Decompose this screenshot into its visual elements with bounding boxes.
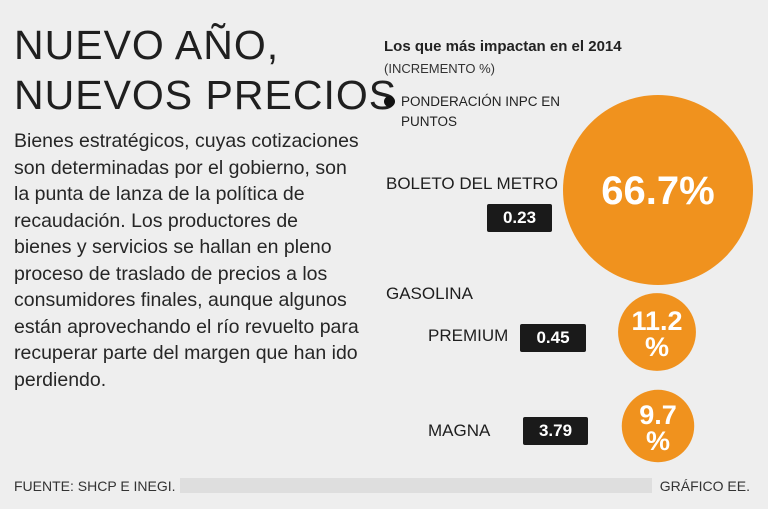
graphic-credit: GRÁFICO EE. [659, 478, 750, 494]
body-paragraph: Bienes estratégicos, cuyas cotizaciones … [14, 130, 359, 391]
legend: PONDERACIÓN INPC EN PUNTOS [384, 92, 571, 132]
weight-badge-magna: 3.79 [523, 417, 588, 445]
headline-line-1: NUEVO AÑO, [14, 22, 280, 68]
source-note: FUENTE: SHCP E INEGI. [14, 478, 176, 494]
legend-label: PONDERACIÓN INPC EN PUNTOS [401, 94, 561, 129]
legend-dot-icon [384, 96, 395, 107]
bubble-metro [563, 95, 753, 285]
group-label-gasolina: GASOLINA [386, 284, 473, 303]
chart-subtitle: (INCREMENTO %) [384, 61, 495, 76]
bubble-premium-percent: % [645, 332, 669, 362]
chart-title: Los que más impactan en el 2014 [384, 38, 622, 55]
weight-badge-metro: 0.23 [487, 204, 552, 232]
bubble-magna-value: 9.7 [639, 400, 677, 430]
bubble-premium-value: 11.2 [631, 306, 682, 336]
bubble-metro-value: 66.7% [601, 169, 714, 213]
bubble-premium [618, 293, 696, 371]
item-label-metro: BOLETO DEL METRO [386, 174, 558, 193]
headline: NUEVO AÑO, NUEVOS PRECIOS [14, 20, 397, 120]
bubble-magna [621, 389, 695, 463]
item-label-magna: MAGNA [428, 421, 491, 440]
footer-divider [180, 478, 652, 493]
headline-line-2: NUEVOS PRECIOS [14, 72, 398, 118]
item-label-premium: PREMIUM [428, 326, 509, 345]
bubble-magna-percent: % [646, 426, 670, 456]
weight-badge-premium: 0.45 [520, 324, 586, 352]
